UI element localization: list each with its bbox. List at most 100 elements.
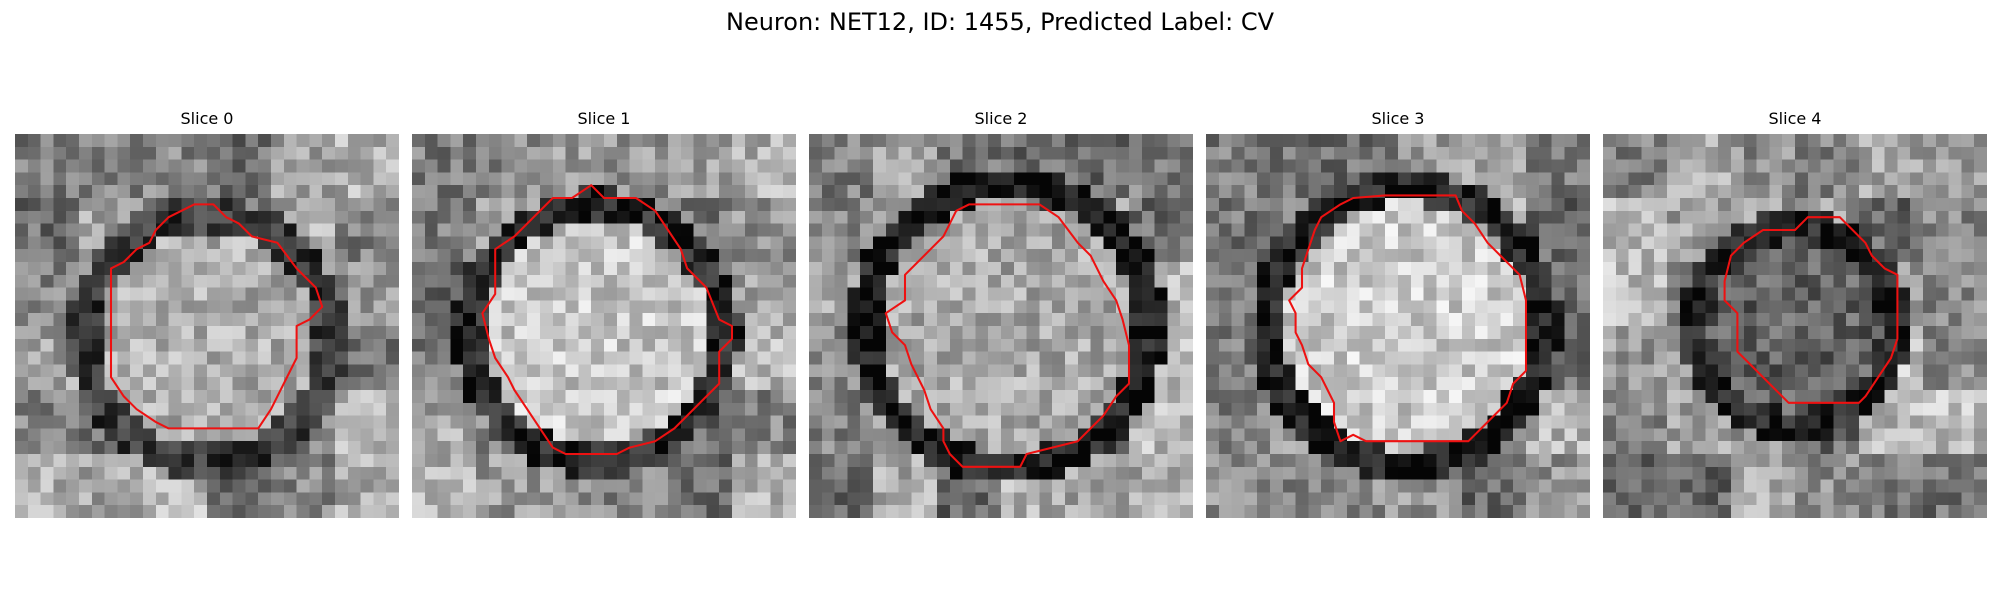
pixel (1346, 441, 1360, 455)
pixel (1372, 505, 1386, 518)
pixel (834, 454, 848, 468)
pixel (693, 249, 707, 263)
pixel (79, 492, 93, 506)
pixel (616, 236, 630, 250)
pixel (1487, 351, 1501, 365)
pixel (1654, 441, 1668, 455)
pixel (860, 287, 874, 301)
pixel (1820, 441, 1834, 455)
pixel (1295, 313, 1309, 327)
pixel (1154, 364, 1168, 378)
pixel (1628, 262, 1642, 276)
pixel (463, 274, 477, 288)
pixel (1090, 351, 1104, 365)
pixel (53, 159, 67, 173)
pixel (719, 300, 733, 314)
pixel (988, 134, 1002, 148)
pixel (937, 146, 951, 160)
pixel (719, 415, 733, 429)
pixel (732, 364, 746, 378)
pixel (1692, 146, 1706, 160)
pixel (642, 236, 656, 250)
pixel (1167, 402, 1181, 416)
pixel (373, 172, 387, 186)
pixel (1231, 287, 1245, 301)
pixel (424, 479, 438, 493)
pixel (219, 454, 233, 468)
pixel (1167, 287, 1181, 301)
pixel (1436, 172, 1450, 186)
pixel (1654, 377, 1668, 391)
pixel (1129, 274, 1143, 288)
pixel (1282, 505, 1296, 518)
pixel (373, 313, 387, 327)
pixel (1013, 210, 1027, 224)
pixel (1654, 338, 1668, 352)
pixel (1859, 300, 1873, 314)
pixel (1935, 338, 1949, 352)
pixel (1423, 159, 1437, 173)
pixel (1871, 300, 1885, 314)
pixel (1679, 198, 1693, 212)
pixel (1974, 185, 1987, 199)
pixel (1090, 313, 1104, 327)
pixel (988, 454, 1002, 468)
pixel (1961, 274, 1975, 288)
pixel (1577, 210, 1590, 224)
pixel (1871, 198, 1885, 212)
pixel (834, 466, 848, 480)
pixel (412, 505, 426, 518)
segmentation-outline (481, 184, 734, 456)
pixel (1206, 505, 1220, 518)
pixel (1167, 185, 1181, 199)
pixel (463, 390, 477, 404)
pixel (1846, 377, 1860, 391)
pixel (1218, 402, 1232, 416)
pixel (1052, 402, 1066, 416)
pixel (642, 287, 656, 301)
pixel (937, 210, 951, 224)
pixel (527, 505, 541, 518)
pixel (1372, 454, 1386, 468)
pixel (1756, 185, 1770, 199)
pixel (719, 236, 733, 250)
pixel (1513, 479, 1527, 493)
pixel (476, 172, 490, 186)
pixel (386, 505, 399, 518)
pixel (937, 313, 951, 327)
pixel (1206, 441, 1220, 455)
pixel (757, 338, 771, 352)
pixel (514, 198, 528, 212)
pixel (1961, 441, 1975, 455)
pixel (130, 287, 144, 301)
pixel (693, 454, 707, 468)
pixel (591, 402, 605, 416)
pixel (821, 326, 835, 340)
pixel (1270, 441, 1284, 455)
pixel (79, 223, 93, 237)
pixel (642, 377, 656, 391)
pixel (1116, 338, 1130, 352)
pixel (693, 185, 707, 199)
pixel (1013, 300, 1027, 314)
pixel (873, 313, 887, 327)
pixel (1270, 236, 1284, 250)
pixel (1462, 249, 1476, 263)
pixel (1052, 236, 1066, 250)
pixel (757, 441, 771, 455)
pixel (309, 351, 323, 365)
pixel (488, 454, 502, 468)
pixel (809, 351, 823, 365)
pixel (1654, 402, 1668, 416)
pixel (668, 159, 682, 173)
pixel (1141, 313, 1155, 327)
pixel (732, 428, 746, 442)
pixel (770, 159, 784, 173)
pixel (424, 326, 438, 340)
pixel (1833, 287, 1847, 301)
pixel (360, 351, 374, 365)
pixel (450, 134, 464, 148)
pixel (847, 402, 861, 416)
pixel (347, 390, 361, 404)
pixel (1077, 377, 1091, 391)
